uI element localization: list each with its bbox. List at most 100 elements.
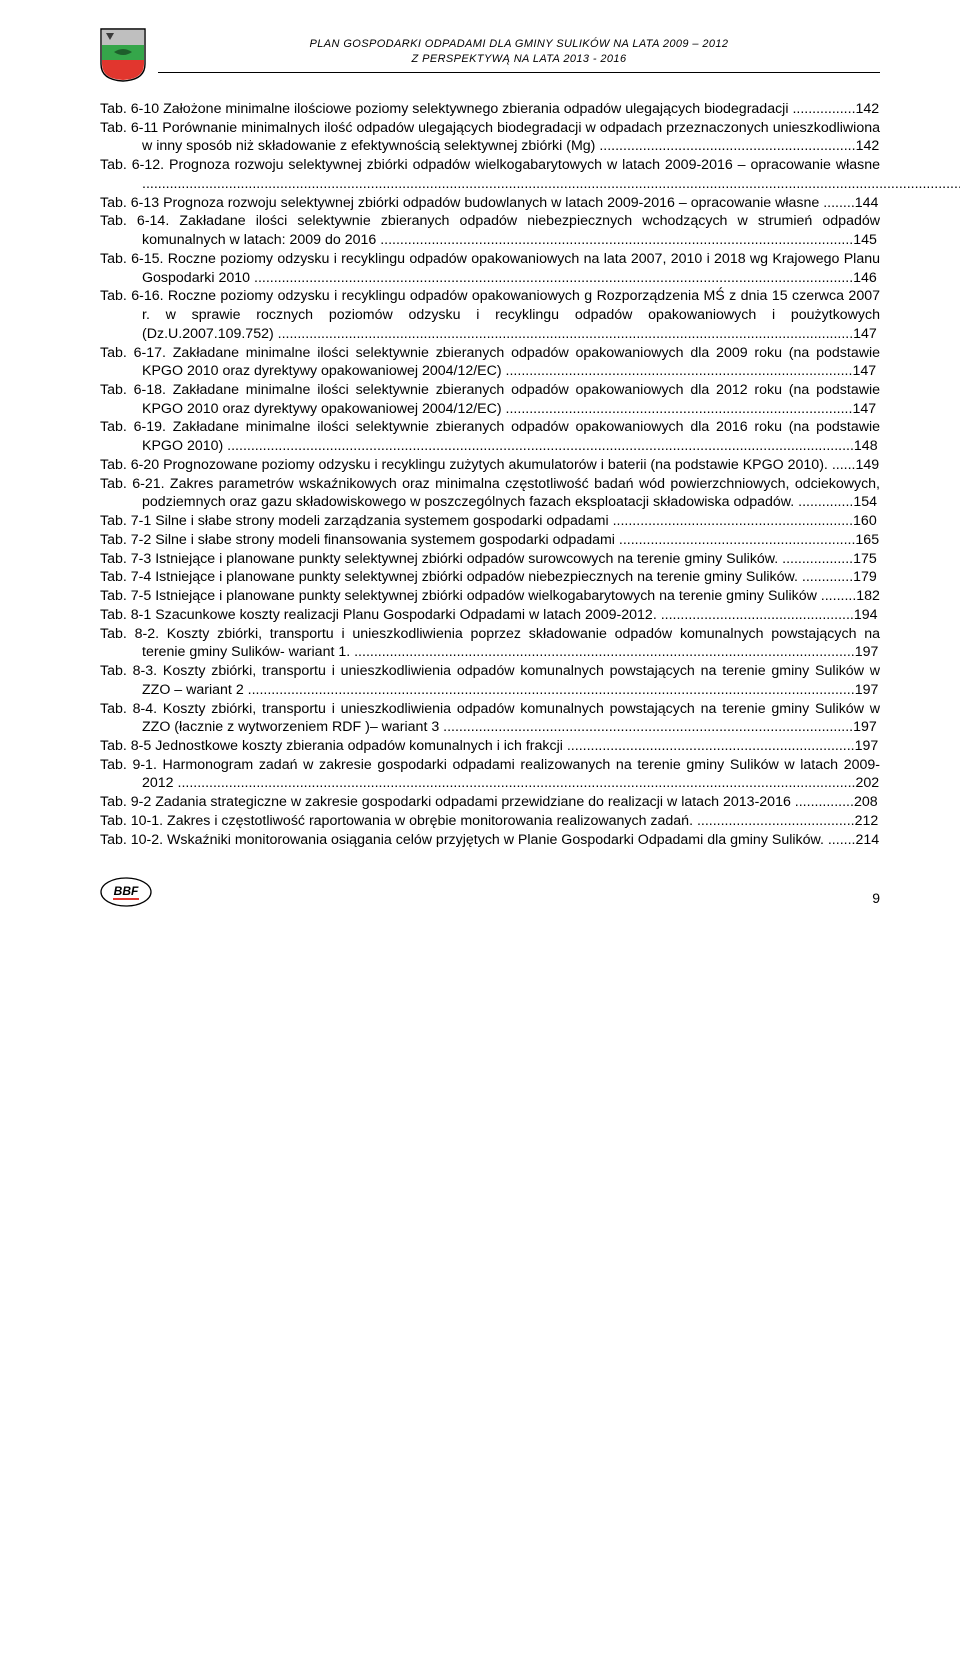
toc-entry-label: Tab. 7-3 Istniejące i planowane punkty s… [100,551,778,567]
toc-leader-dots: ........................................… [174,775,856,791]
toc-leader-dots: ....... [824,832,856,848]
toc-entry: Tab. 6-21. Zakres parametrów wskaźnikowy… [100,475,880,512]
toc-entry: Tab. 6-11 Porównanie minimalnych ilość o… [100,119,880,156]
toc-entry-page: 197 [855,738,879,754]
header-line1: PLAN GOSPODARKI ODPADAMI DLA GMINY SULIK… [310,38,729,50]
toc-entry-page: 197 [855,682,879,698]
toc-entry: Tab. 6-13 Prognoza rozwoju selektywnej z… [100,194,880,213]
toc-leader-dots: ........................................… [250,270,853,286]
toc-entry-page: 145 [853,232,877,248]
toc-leader-dots: ........................................… [350,644,855,660]
toc-leader-dots: ........................................… [142,176,960,192]
toc-leader-dots: ........................................… [609,513,853,529]
toc-entry: Tab. 6-18. Zakładane minimalne ilości se… [100,381,880,418]
toc-entry-page: 144 [855,195,879,211]
page-number: 9 [872,889,880,907]
toc-entry-page: 197 [855,644,879,660]
toc-leader-dots: ........................................… [502,401,853,417]
toc-entry: Tab. 6-20 Prognozowane poziomy odzysku i… [100,456,880,475]
toc-entries: Tab. 6-10 Założone minimalne ilościowe p… [100,100,880,849]
toc-leader-dots: ........................................… [563,738,855,754]
toc-entry-label: Tab. 6-20 Prognozowane poziomy odzysku i… [100,457,828,473]
toc-leader-dots: ........................................… [376,232,853,248]
toc-entry: Tab. 6-15. Roczne poziomy odzysku i recy… [100,250,880,287]
toc-entry-page: 160 [853,513,877,529]
toc-entry: Tab. 6-14. Zakładane ilości selektywnie … [100,212,880,249]
toc-entry-page: 142 [856,101,880,117]
toc-entry-label: Tab. 10-1. Zakres i częstotliwość raport… [100,813,693,829]
toc-entry-label: Tab. 8-1 Szacunkowe koszty realizacji Pl… [100,607,657,623]
crest-icon [100,28,146,82]
toc-entry-page: 175 [853,551,877,567]
toc-entry-page: 142 [856,138,880,154]
document-header: PLAN GOSPODARKI ODPADAMI DLA GMINY SULIK… [100,28,880,82]
toc-entry-label: Tab. 6-12. Prognoza rozwoju selektywnej … [100,157,880,173]
toc-entry: Tab. 9-2 Zadania strategiczne w zakresie… [100,793,880,812]
footer-logo: BBF [100,877,152,907]
toc-entry: Tab. 8-3. Koszty zbiórki, transportu i u… [100,662,880,699]
toc-leader-dots: ............... [791,794,854,810]
toc-leader-dots: ........................................… [274,326,853,342]
toc-entry: Tab. 8-2. Koszty zbiórki, transportu i u… [100,625,880,662]
toc-entry: Tab. 7-3 Istniejące i planowane punkty s… [100,550,880,569]
toc-leader-dots: .................. [778,551,853,567]
toc-leader-dots: ........................................… [657,607,854,623]
toc-leader-dots: ........................................… [439,719,853,735]
toc-entry-page: 147 [852,363,876,379]
header-line2: Z PERSPEKTYWĄ NA LATA 2013 - 2016 [412,53,627,65]
toc-entry-page: 146 [853,270,877,286]
toc-entry-page: 147 [852,401,876,417]
page-footer: BBF 9 [100,877,880,907]
toc-entry: Tab. 6-16. Roczne poziomy odzysku i recy… [100,287,880,343]
toc-entry: Tab. 9-1. Harmonogram zadań w zakresie g… [100,756,880,793]
toc-entry: Tab. 10-1. Zakres i częstotliwość raport… [100,812,880,831]
toc-entry-page: 202 [855,775,879,791]
toc-entry-page: 194 [854,607,878,623]
toc-leader-dots: ...... [828,457,856,473]
toc-entry-page: 214 [855,832,879,848]
toc-entry-page: 208 [854,794,878,810]
toc-entry-page: 197 [853,719,877,735]
toc-entry-label: Tab. 6-21. Zakres parametrów wskaźnikowy… [100,476,880,511]
toc-entry: Tab. 8-4. Koszty zbiórki, transportu i u… [100,700,880,737]
toc-entry-page: 154 [853,494,877,510]
toc-leader-dots: ........................................… [615,532,855,548]
toc-leader-dots: ........................................… [223,438,854,454]
toc-entry-page: 148 [854,438,878,454]
toc-entry-page: 182 [856,588,880,604]
toc-leader-dots: ........................................… [244,682,855,698]
toc-leader-dots: ......... [817,588,856,604]
toc-entry: Tab. 8-5 Jednostkowe koszty zbierania od… [100,737,880,756]
toc-leader-dots: .............. [794,494,853,510]
toc-entry-label: Tab. 10-2. Wskaźniki monitorowania osiąg… [100,832,824,848]
toc-entry: Tab. 6-17. Zakładane minimalne ilości se… [100,344,880,381]
toc-entry-label: Tab. 6-10 Założone minimalne ilościowe p… [100,101,789,117]
toc-entry-label: Tab. 7-1 Silne i słabe strony modeli zar… [100,513,609,529]
toc-leader-dots: ........................................ [693,813,855,829]
toc-entry: Tab. 7-1 Silne i słabe strony modeli zar… [100,512,880,531]
toc-leader-dots: ........................................… [595,138,855,154]
toc-entry-page: 212 [855,813,879,829]
toc-entry-label: Tab. 7-5 Istniejące i planowane punkty s… [100,588,817,604]
toc-entry: Tab. 10-2. Wskaźniki monitorowania osiąg… [100,831,880,850]
toc-entry-page: 147 [853,326,877,342]
toc-leader-dots: ................ [789,101,856,117]
toc-entry-page: 165 [855,532,879,548]
toc-entry-label: Tab. 7-4 Istniejące i planowane punkty s… [100,569,798,585]
toc-entry-page: 179 [853,569,877,585]
toc-entry-label: Tab. 9-2 Zadania strategiczne w zakresie… [100,794,791,810]
toc-entry: Tab. 6-19. Zakładane minimalne ilości se… [100,418,880,455]
toc-entry: Tab. 6-12. Prognoza rozwoju selektywnej … [100,156,880,193]
toc-entry: Tab. 7-5 Istniejące i planowane punkty s… [100,587,880,606]
toc-entry: Tab. 7-4 Istniejące i planowane punkty s… [100,568,880,587]
footer-logo-text: BBF [114,884,139,898]
toc-entry-label: Tab. 8-5 Jednostkowe koszty zbierania od… [100,738,563,754]
toc-leader-dots: ............. [798,569,853,585]
toc-entry-page: 149 [855,457,879,473]
toc-entry: Tab. 7-2 Silne i słabe strony modeli fin… [100,531,880,550]
toc-leader-dots: ........ [819,195,854,211]
toc-entry: Tab. 8-1 Szacunkowe koszty realizacji Pl… [100,606,880,625]
toc-leader-dots: ........................................… [502,363,853,379]
toc-entry-label: Tab. 7-2 Silne i słabe strony modeli fin… [100,532,615,548]
toc-entry-label: Tab. 6-13 Prognoza rozwoju selektywnej z… [100,195,819,211]
